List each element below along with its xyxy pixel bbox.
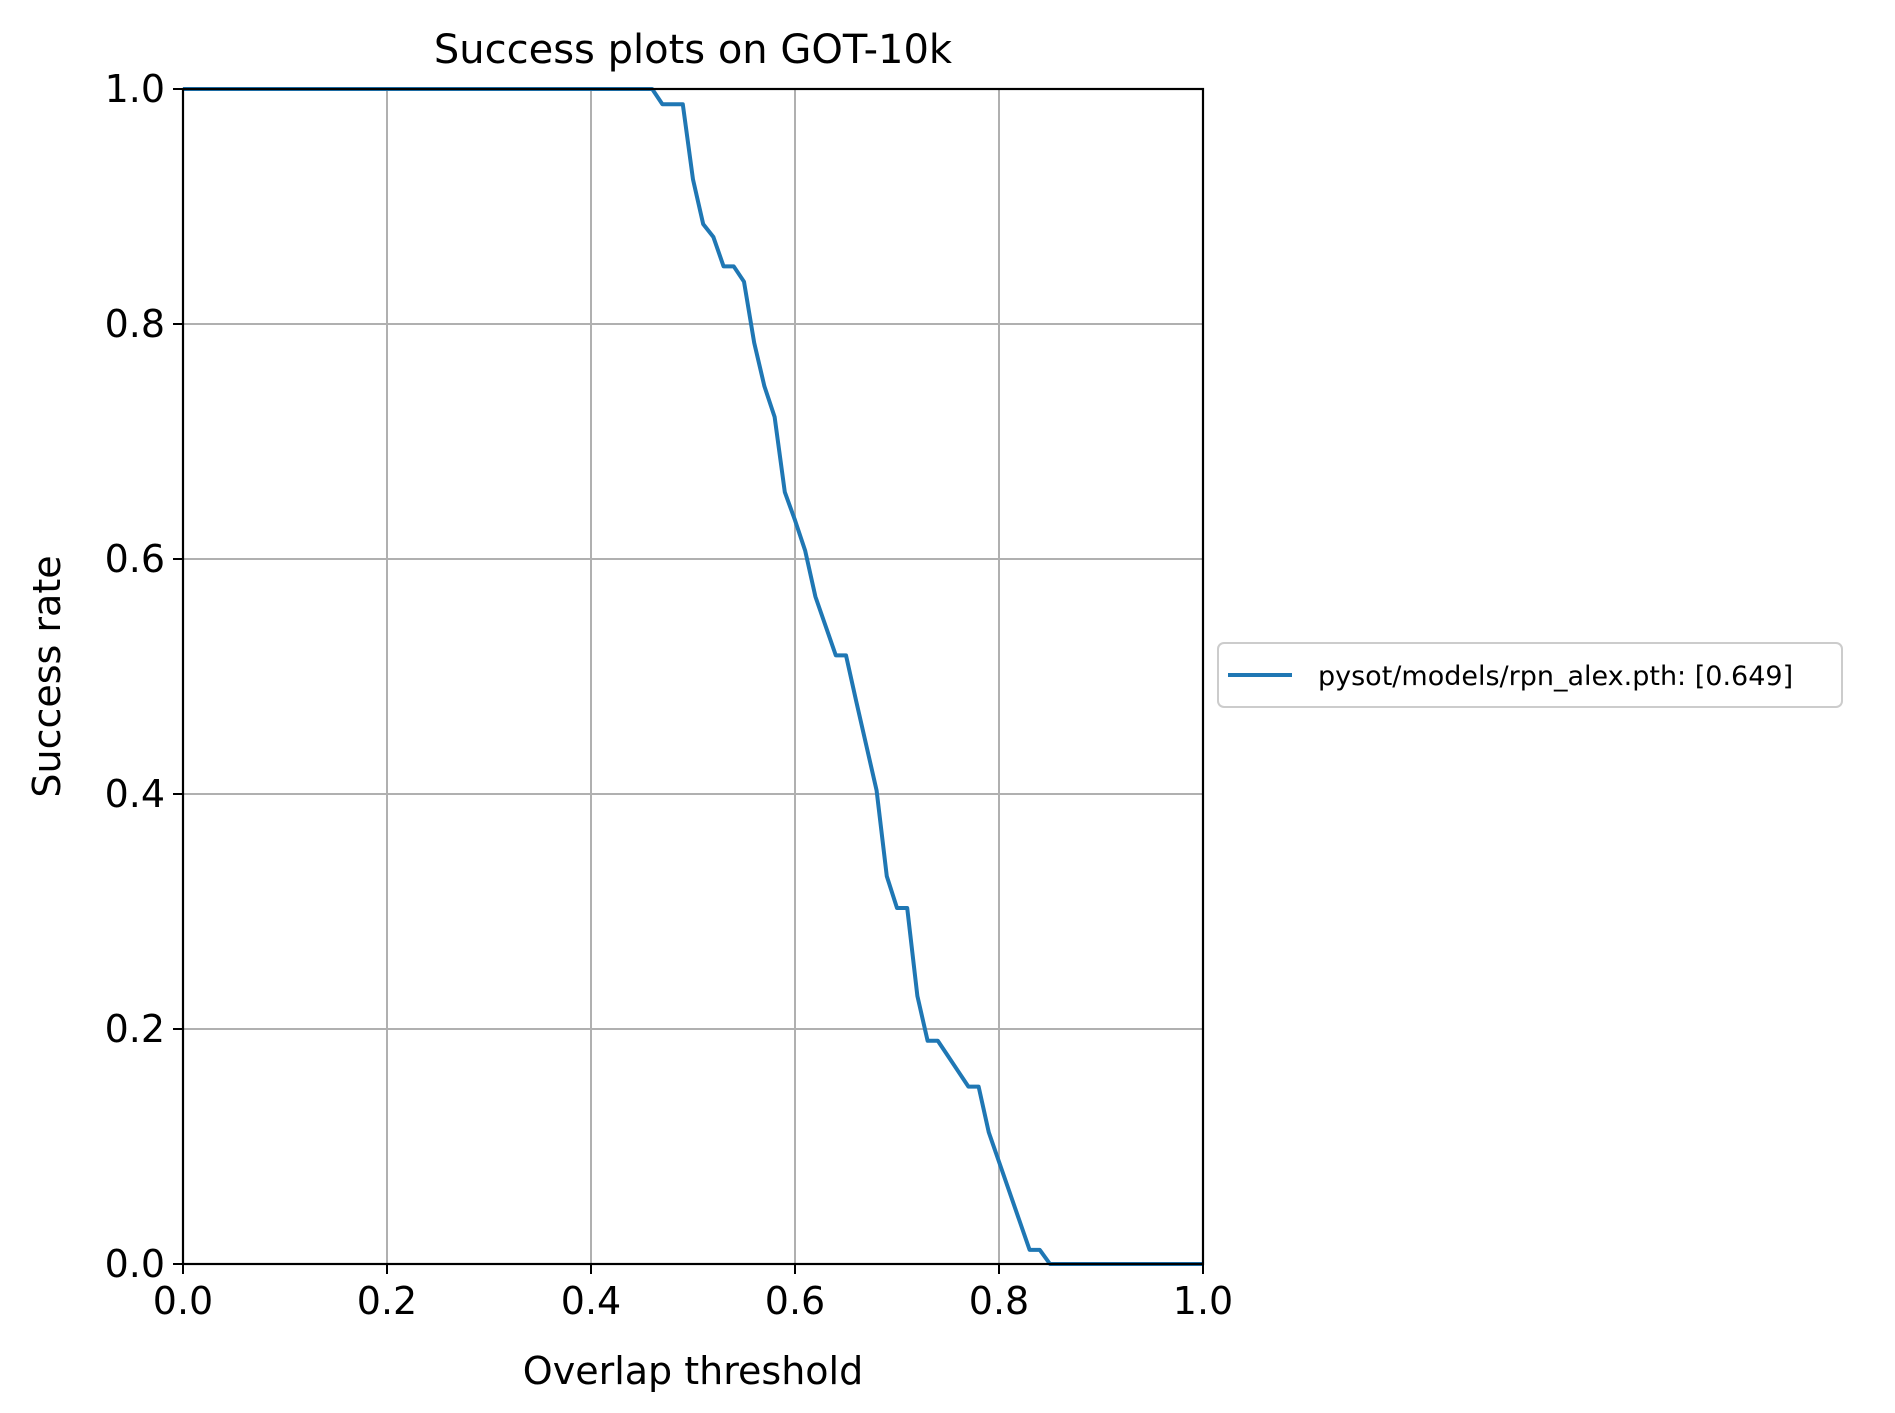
legend: pysot/models/rpn_alex.pth: [0.649] [1217, 642, 1843, 708]
plot-frame [181, 87, 1205, 1266]
series-line-0 [183, 87, 1203, 1266]
x-tick-label: 1.0 [1173, 1279, 1233, 1323]
legend-box [1217, 642, 1843, 708]
y-tick-label: 0.8 [105, 302, 165, 346]
legend-entry-label: pysot/models/rpn_alex.pth: [0.649] [1318, 661, 1793, 692]
grid [182, 88, 1204, 1265]
x-tick-label: 0.6 [765, 1279, 825, 1323]
x-axis-label: Overlap threshold [523, 1349, 863, 1393]
x-tick-label: 0.0 [153, 1279, 213, 1323]
y-tick-label: 0.2 [105, 1007, 165, 1051]
y-axis-label: Success rate [25, 555, 69, 797]
x-tick-label: 0.8 [969, 1279, 1029, 1323]
x-tick-label: 0.4 [561, 1279, 621, 1323]
ticks: 0.0 0.2 0.4 0.6 0.8 1.0 0.0 0.2 0.4 0.6 0.8 1.0 [105, 67, 1234, 1323]
y-tick-label: 0.4 [105, 772, 165, 816]
series-layer [183, 87, 1203, 1266]
y-tick-label: 0.0 [105, 1242, 165, 1286]
y-tick-label: 1.0 [105, 67, 165, 111]
chart-title: Success plots on GOT-10k [434, 27, 953, 73]
y-tick-label: 0.6 [105, 537, 165, 581]
x-tick-label: 0.2 [357, 1279, 417, 1323]
